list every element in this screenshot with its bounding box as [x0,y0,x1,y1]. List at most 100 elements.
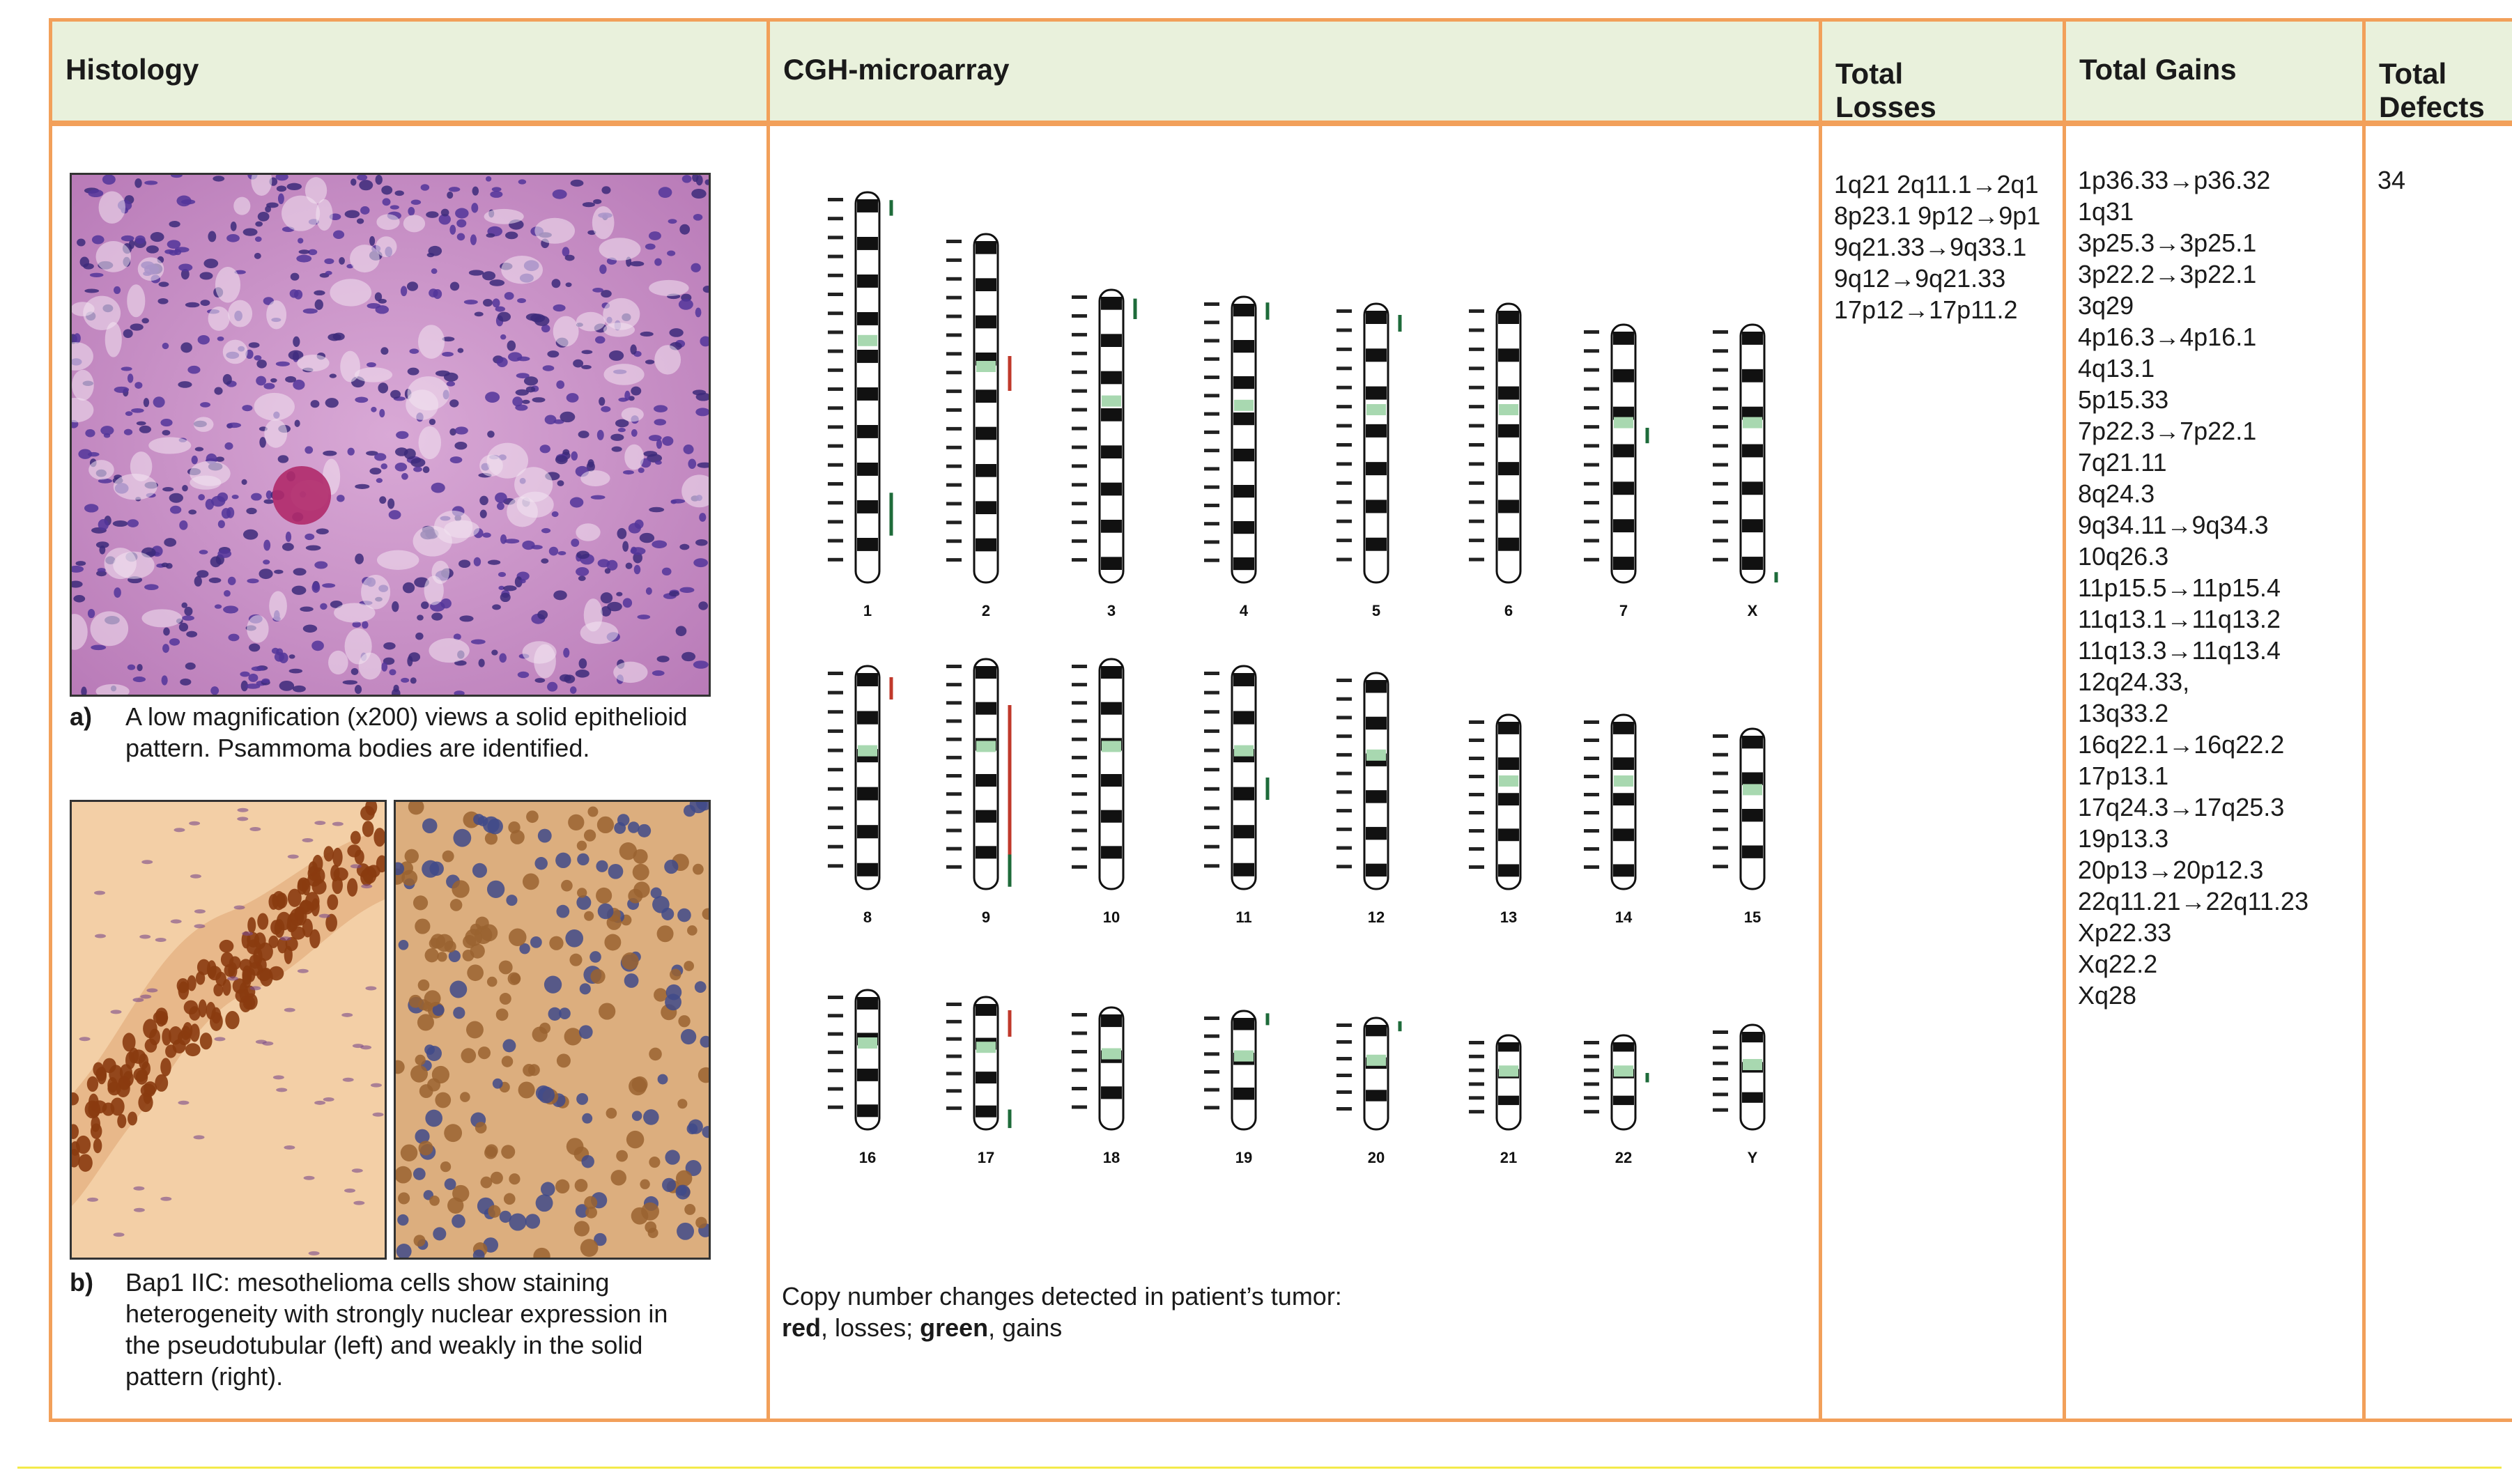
gain-region: 3p25.3→3p25.1 [2078,229,2257,257]
gain-region: 4p16.3→4p16.1 [2078,323,2257,351]
gain-region: 7p22.3→7p22.1 [2078,417,2257,445]
gain-region: Xq28 [2078,981,2137,1010]
chromosome-label: 5 [1372,602,1380,619]
chromosome-label: 20 [1368,1149,1385,1166]
chromosome-21 [1469,1034,1522,1131]
chromosome-17 [946,996,999,1131]
chromosome-label: 2 [982,602,990,619]
chromosome-15 [1713,727,1766,890]
chromosome-4 [1204,295,1257,584]
legend-gains-text: , gains [988,1313,1063,1342]
gain-region: 11q13.3→11q13.4 [2078,636,2281,665]
gain-region: 17q24.3→17q25.3 [2078,793,2285,821]
gain-region: 16q22.1→16q22.2 [2078,730,2285,759]
caption-a-label: a) [70,702,93,731]
gain-region: Xp22.33 [2078,918,2172,947]
psammoma-body [272,466,331,525]
caption-a-line1: A low magnification (x200) views a solid… [125,702,688,731]
gain-region: 5p15.33 [2078,385,2169,414]
gain-region: 17p13.1 [2078,762,2169,790]
caption-b-line4: pattern (right). [125,1362,284,1391]
gain-region: 3p22.2→3p22.1 [2078,260,2257,288]
chromosome-label: X [1748,602,1758,619]
chromosome-8 [828,665,881,890]
chromosome-13 [1469,713,1522,890]
gain-region: 1p36.33→p36.32 [2078,166,2271,194]
header-cgh: CGH-microarray [783,53,1010,86]
chromosome-16 [828,989,881,1131]
chromosome-label: 13 [1500,909,1517,926]
gain-region: 4q13.1 [2078,354,2155,382]
loss-region: 9q21.33→9q33.1 [1834,233,2027,261]
column-divider [766,18,770,1422]
gain-region: 11p15.5→11p15.4 [2078,573,2281,602]
header-losses-line2: Losses [1835,91,1936,123]
chromosome-12 [1336,672,1389,890]
bap1-ihc-solid [394,800,711,1260]
chromosome-7 [1584,323,1637,584]
chromosome-2 [946,233,999,584]
chromosome-label: 19 [1235,1149,1252,1166]
total-losses-list: 1q21 2q11.1→2q1 8p23.1 9p12→9p1 9q21.33→9q… [1834,169,2061,325]
loss-region: 8p23.1 9p12→9p1 [1834,201,2041,230]
chromosome-label: 18 [1103,1149,1120,1166]
chromosome-label: 17 [978,1149,994,1166]
chromosome-label: 16 [859,1149,876,1166]
loss-region: 1q21 2q11.1→2q1 [1834,170,2039,199]
chromosome-label: Y [1748,1149,1758,1166]
header-total-losses: Total Losses [1819,18,2063,1422]
column-divider [2063,18,2066,1422]
he-stain-micrograph [70,173,711,697]
gain-region: 8q24.3 [2078,479,2155,508]
total-gains-list: 1p36.33→p36.32 1q31 3p25.3→3p25.1 3p22.2→3p… [2078,164,2309,1011]
gain-region: 9q34.11→9q34.3 [2078,511,2269,539]
cgh-legend-line1: Copy number changes detected in patient’… [782,1282,1342,1311]
total-defects-value: 34 [2378,166,2406,194]
loss-region: 17p12→17p11.2 [1834,295,2018,324]
column-divider [49,18,52,1422]
caption-b: b) Bap1 IIC: mesothelioma cells show sta… [70,1267,766,1399]
bap1-ihc-pseudotubular [70,800,387,1260]
chromosome-6 [1469,302,1522,584]
chromosome-Y [1713,1023,1766,1131]
chromosome-label: 6 [1504,602,1513,619]
header-total-gains: Total Gains [2079,53,2237,86]
chromosome-label: 3 [1107,602,1116,619]
chromosome-label: 4 [1240,602,1249,619]
chromosome-5 [1336,302,1389,584]
chromosome-20 [1336,1017,1389,1131]
header-total-defects: Total Defects [2362,18,2512,1422]
gain-region: 3q29 [2078,291,2134,320]
cgh-legend-line2: red, losses; green, gains [782,1312,1342,1343]
chromosome-19 [1204,1010,1257,1131]
column-divider [2362,18,2366,1422]
caption-b-line3: the pseudotubular (left) and weakly in t… [125,1331,643,1359]
gain-region: 7q21.11 [2078,448,2167,477]
gain-region: 20p13→20p12.3 [2078,856,2264,884]
loss-region: 9q12→9q21.33 [1834,264,2006,293]
header-histology: Histology [66,53,199,86]
gain-region: 13q33.2 [2078,699,2169,727]
legend-red-word: red [782,1313,822,1342]
chromosome-label: 9 [982,909,990,926]
chromosome-10 [1072,658,1125,890]
header-defects-line1: Total [2379,57,2447,90]
cgh-legend: Copy number changes detected in patient’… [782,1281,1342,1343]
chromosome-1 [828,191,881,584]
caption-b-label: b) [70,1268,93,1297]
column-divider [1819,18,1822,1422]
chromosome-label: 15 [1744,909,1761,926]
gain-region: 19p13.3 [2078,824,2169,853]
caption-a-line2: pattern. Psammoma bodies are identified. [125,734,590,762]
chromosome-label: 21 [1500,1149,1517,1166]
gain-region: 11q13.1→11q13.2 [2078,605,2281,633]
chromosome-3 [1072,288,1125,584]
chromosome-11 [1204,665,1257,890]
chromosome-label: 14 [1615,909,1633,926]
gain-region: 1q31 [2078,197,2134,226]
gain-region: 12q24.33, [2078,667,2190,696]
caption-b-line2: heterogeneity with strongly nuclear expr… [125,1299,668,1328]
caption-b-line1: Bap1 IIC: mesothelioma cells show staini… [125,1268,610,1297]
legend-losses-text: , losses; [821,1313,920,1342]
